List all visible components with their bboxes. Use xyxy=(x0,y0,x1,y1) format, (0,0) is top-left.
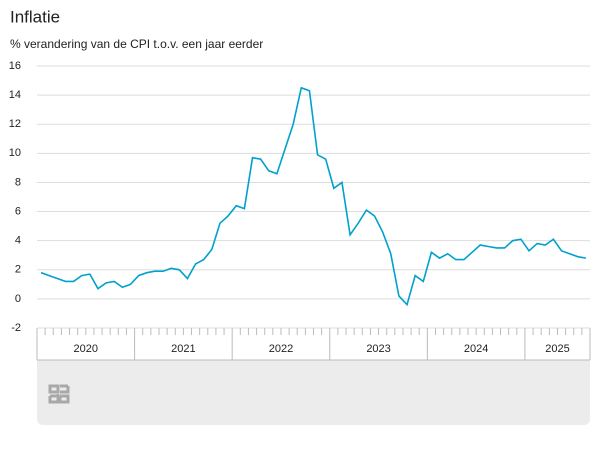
logo xyxy=(48,384,70,404)
footer xyxy=(37,360,590,425)
y-tick-label: 6 xyxy=(15,205,21,217)
y-tick-label: 16 xyxy=(9,60,21,72)
chart-subtitle: % verandering van de CPI t.o.v. een jaar… xyxy=(10,37,263,51)
y-tick-label: 8 xyxy=(15,176,21,188)
x-tick-label: 2021 xyxy=(171,343,195,355)
y-tick-label: 14 xyxy=(9,89,21,101)
x-tick-label: 2025 xyxy=(545,343,569,355)
x-tick-label: 2024 xyxy=(464,343,488,355)
x-tick-label: 2020 xyxy=(74,343,98,355)
chart-title: Inflatie xyxy=(10,7,60,26)
y-tick-label: 12 xyxy=(9,118,21,130)
x-tick-label: 2022 xyxy=(269,343,293,355)
data-line xyxy=(40,86,587,307)
y-tick-label: 2 xyxy=(15,264,21,276)
y-tick-label: 4 xyxy=(15,235,21,247)
footer-box xyxy=(37,360,590,425)
x-tick-label: 2023 xyxy=(366,343,390,355)
y-tick-label: 10 xyxy=(9,147,21,159)
y-tick-label: 0 xyxy=(15,293,21,305)
y-tick-label: -2 xyxy=(11,322,21,334)
